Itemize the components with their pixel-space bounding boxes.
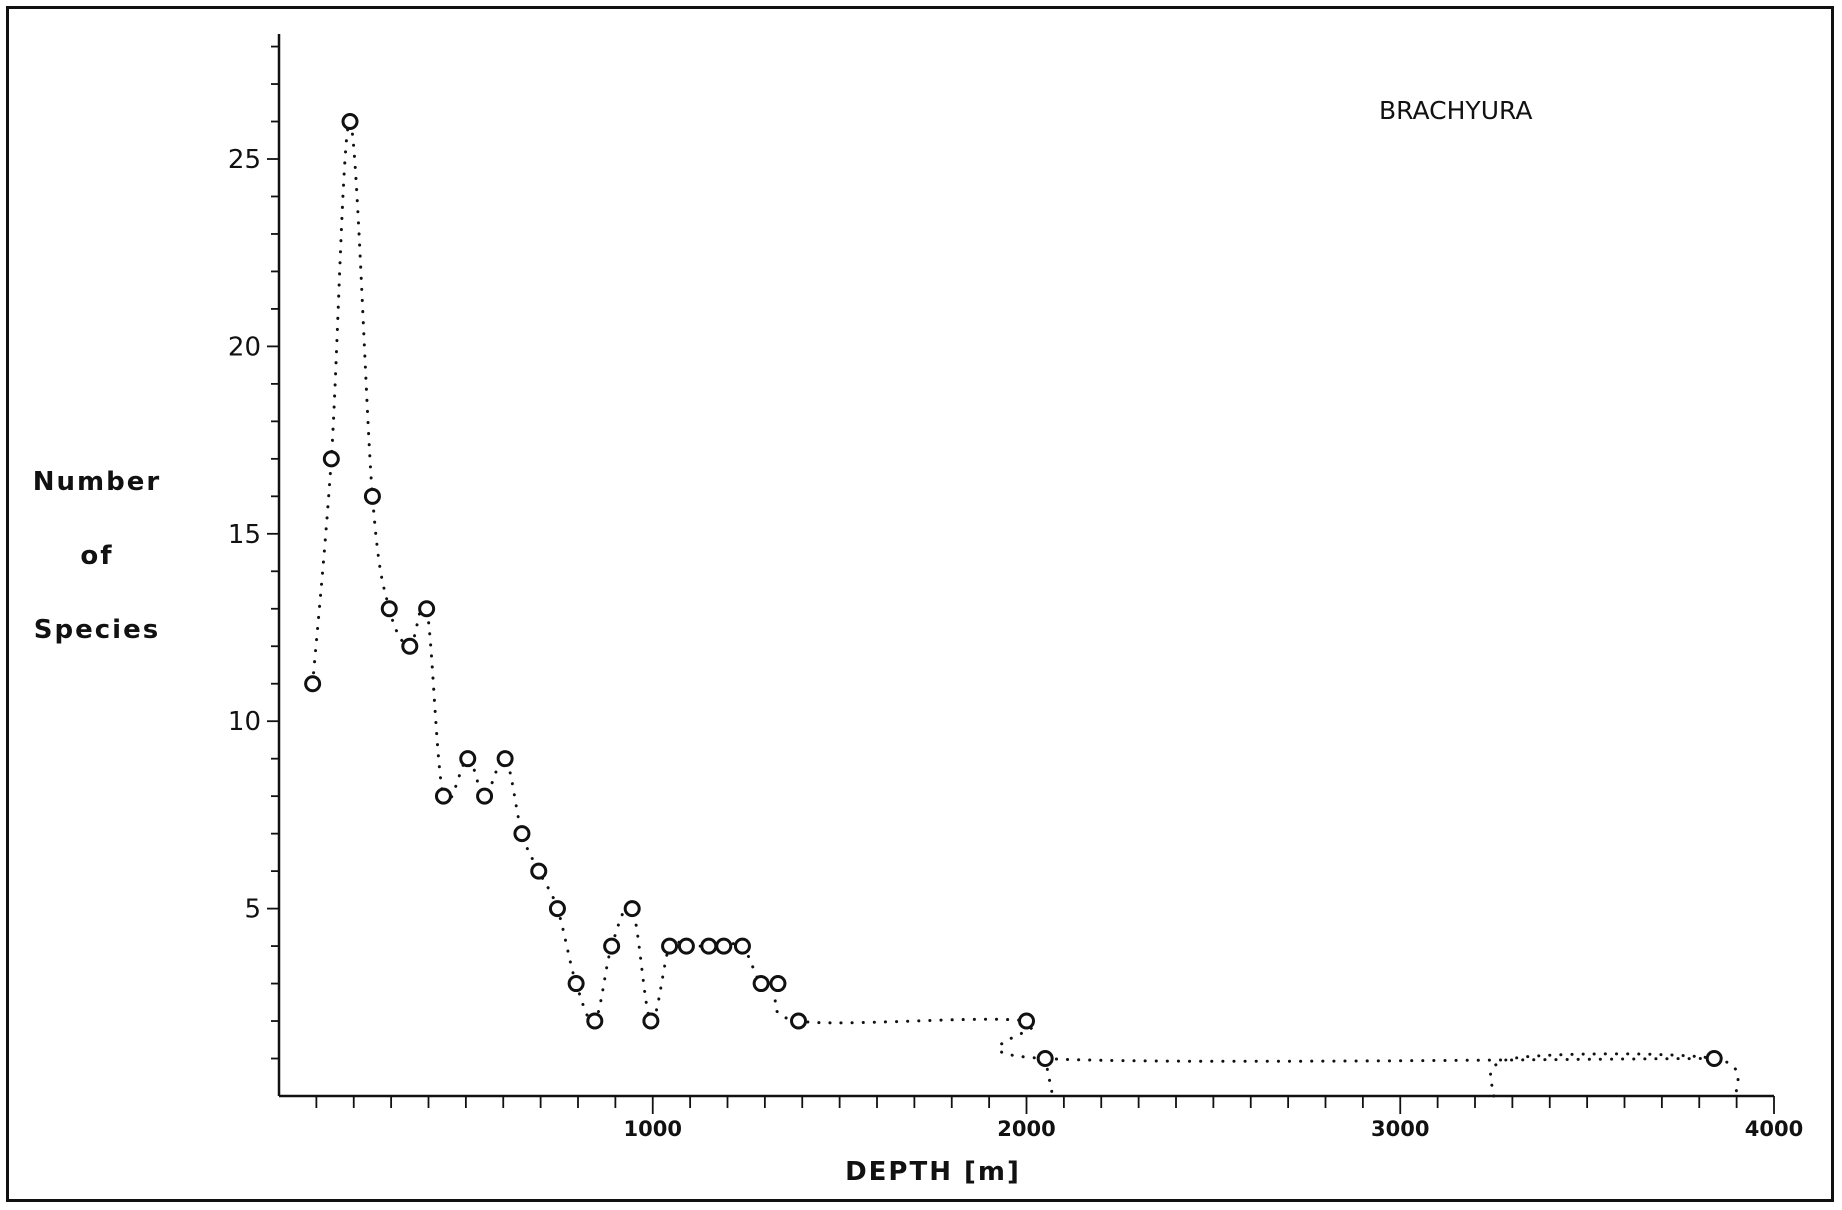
- data-point: [476, 787, 494, 805]
- data-point: [677, 937, 695, 955]
- data-point: [363, 487, 381, 505]
- data-point: [1018, 1012, 1035, 1030]
- data-point: [1705, 1050, 1723, 1068]
- depth-species-chart: 5 10 15 20 25 1000 2000 3000 4000 BRACHYURA DEP…: [33, 34, 1803, 1187]
- data-point: [304, 675, 322, 693]
- data-point: [513, 825, 531, 843]
- x-axis-title: DEPTH [m]: [845, 1157, 1021, 1187]
- x-axis-ticks: 1000 2000 3000 4000: [315, 1096, 1803, 1141]
- data-point: [530, 862, 548, 880]
- y-axis-title-line-1: Number: [33, 467, 161, 497]
- data-point: [322, 450, 340, 468]
- data-point: [586, 1012, 604, 1030]
- y-tick-label: 15: [228, 520, 261, 550]
- data-point: [459, 750, 477, 768]
- series-connector: [1488, 1052, 1740, 1098]
- x-tick-label: 2000: [997, 1117, 1055, 1141]
- data-point: [434, 787, 452, 805]
- y-tick-label: 25: [228, 145, 261, 175]
- x-tick-label: 4000: [1745, 1117, 1803, 1141]
- data-point: [548, 900, 566, 918]
- data-point: [769, 975, 787, 993]
- data-point: [418, 600, 436, 618]
- data-point: [496, 750, 514, 768]
- chart-figure: 5 10 15 20 25 1000 2000 3000 4000 BRACHYURA DEP…: [6, 6, 1834, 1202]
- data-point: [341, 113, 359, 131]
- data-point: [642, 1012, 660, 1030]
- data-point: [380, 600, 398, 618]
- data-point: [790, 1012, 808, 1030]
- y-axis-title-line-2: of: [80, 541, 113, 571]
- data-point: [661, 937, 679, 955]
- data-point: [603, 937, 621, 955]
- series-markers: [304, 113, 1723, 1068]
- y-axis-title-line-3: Species: [34, 615, 160, 645]
- y-axis-ticks: 5 10 15 20 25: [228, 45, 279, 1060]
- x-tick-label: 3000: [1371, 1117, 1429, 1141]
- data-point: [401, 637, 419, 655]
- y-tick-label: 5: [244, 895, 261, 925]
- y-tick-label: 20: [228, 332, 261, 362]
- y-tick-label: 10: [228, 707, 261, 737]
- data-point: [715, 937, 733, 955]
- data-point: [1036, 1050, 1054, 1068]
- series-line: [311, 120, 1716, 1063]
- x-tick-label: 1000: [624, 1117, 682, 1141]
- data-point: [733, 937, 751, 955]
- series-curve: [311, 120, 1740, 1098]
- axes: [277, 34, 1774, 1098]
- data-point: [567, 975, 585, 993]
- data-point: [623, 900, 641, 918]
- data-point: [752, 975, 770, 993]
- chart-title: BRACHYURA: [1379, 96, 1532, 125]
- data-point: [700, 937, 718, 955]
